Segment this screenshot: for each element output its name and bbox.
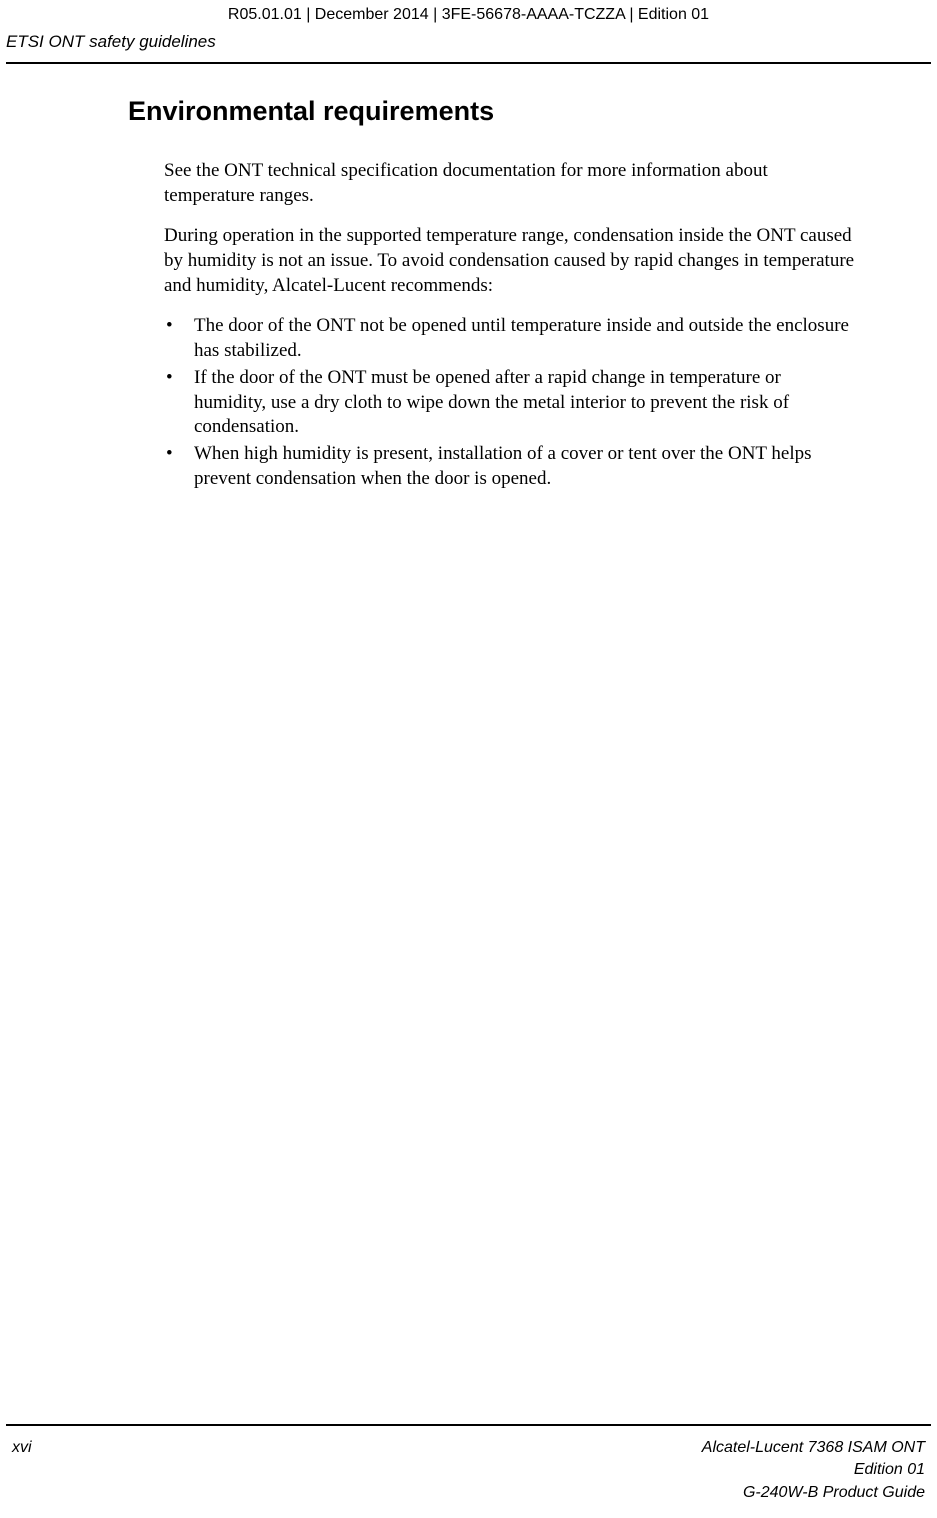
list-item: When high humidity is present, installat… (164, 442, 857, 491)
footer-right-block: Alcatel-Lucent 7368 ISAM ONT Edition 01 … (702, 1437, 925, 1504)
paragraph: See the ONT technical specification docu… (164, 159, 857, 208)
page-content: Environmental requirements See the ONT t… (0, 64, 937, 491)
footer-product-line: Alcatel-Lucent 7368 ISAM ONT (702, 1437, 925, 1459)
paragraph: During operation in the supported temper… (164, 224, 857, 298)
footer-rule (6, 1424, 931, 1426)
page-footer: xvi Alcatel-Lucent 7368 ISAM ONT Edition… (0, 1437, 937, 1504)
section-heading: Environmental requirements (128, 96, 857, 127)
list-item: If the door of the ONT must be opened af… (164, 366, 857, 440)
bullet-list: The door of the ONT not be opened until … (164, 314, 857, 491)
document-version-header: R05.01.01 | December 2014 | 3FE-56678-AA… (0, 0, 937, 32)
list-item: The door of the ONT not be opened until … (164, 314, 857, 363)
page-number: xvi (12, 1437, 32, 1457)
body-block: See the ONT technical specification docu… (128, 159, 857, 491)
footer-guide-line: G-240W-B Product Guide (702, 1482, 925, 1504)
running-header-title: ETSI ONT safety guidelines (0, 32, 937, 62)
footer-edition-line: Edition 01 (702, 1459, 925, 1481)
